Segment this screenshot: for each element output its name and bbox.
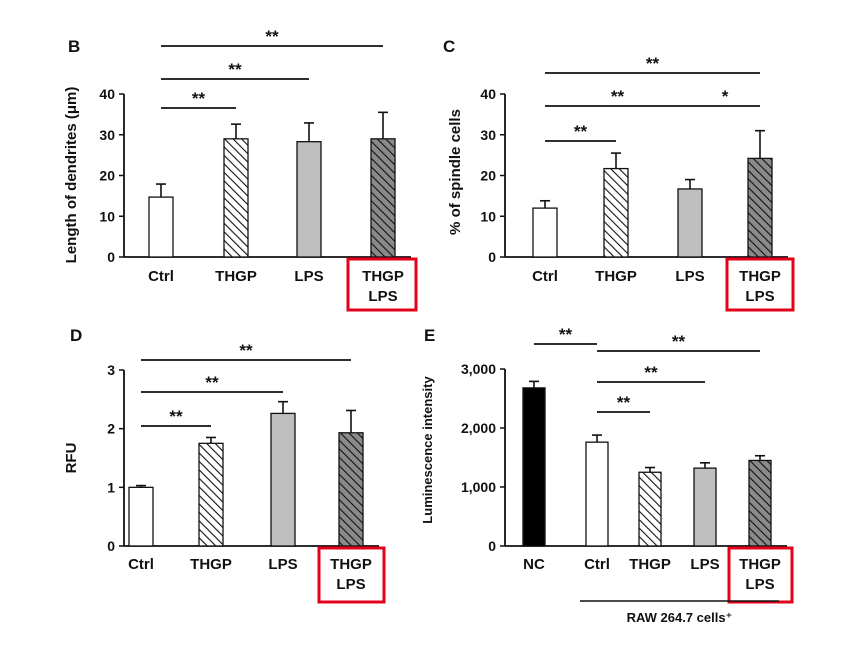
highlight-box [346, 257, 418, 312]
y-tick-label: 2,000 [461, 420, 496, 436]
panel-d-ylabel: RFU [63, 443, 80, 474]
category-label: THGP [739, 556, 781, 573]
y-tick-label: 0 [488, 249, 496, 265]
category-label: NC [523, 556, 545, 573]
category-label: LPS [690, 556, 719, 573]
panel-d: D RFU 0 1 2 3 Ctrl THGP LPS THGP LPS ** ** ** [63, 326, 386, 604]
panel-e-ylabel: Luminescence intensity [420, 376, 435, 524]
significance-label: ** [672, 332, 686, 351]
category-label: THGP [330, 556, 372, 573]
group-label: RAW 264.7 cells⁺ [627, 610, 733, 625]
panel-c-ylabel: % of spindle cells [447, 109, 464, 235]
highlight-box [317, 546, 386, 604]
significance-label: ** [228, 60, 242, 79]
panel-b-plot: 0 10 20 30 40 Ctrl THGP LPS THGP LPS ** ** ** [99, 27, 418, 312]
bar-thgp [223, 138, 249, 258]
y-tick-label: 1,000 [461, 479, 496, 495]
bar-lps [270, 412, 296, 547]
y-tick-label: 3,000 [461, 361, 496, 377]
panel-c: C % of spindle cells 0 10 20 30 40 Ctrl THGP LP… [443, 37, 795, 312]
bar-lps [296, 141, 322, 258]
bar-thgp [638, 471, 662, 547]
panel-b-ylabel: Length of dendrites (μm) [63, 87, 80, 264]
significance-label: * [722, 87, 729, 106]
category-label: Ctrl [532, 268, 558, 285]
y-tick-label: 30 [480, 127, 496, 143]
y-tick-label: 20 [480, 168, 496, 184]
bar-ctrl [585, 441, 609, 547]
panel-d-plot: 0 1 2 3 Ctrl THGP LPS THGP LPS ** ** ** [107, 341, 386, 604]
y-tick-label: 1 [107, 479, 115, 495]
bar-thgp-lps [748, 459, 772, 547]
bar-thgp-lps [370, 138, 396, 258]
significance-label: ** [611, 87, 625, 106]
bar-thgp-lps [747, 157, 773, 258]
highlight-box [727, 546, 794, 604]
category-label: THGP [215, 268, 257, 285]
category-label: THGP [739, 268, 781, 285]
category-label: LPS [368, 288, 397, 305]
category-label: Ctrl [128, 556, 154, 573]
significance-label: ** [192, 89, 206, 108]
category-label: LPS [336, 576, 365, 593]
bar-thgp-lps [338, 432, 364, 547]
y-tick-label: 0 [107, 538, 115, 554]
y-tick-label: 2 [107, 421, 115, 437]
category-label: THGP [595, 268, 637, 285]
panel-e: E Luminescence intensity 0 1,000 2,000 3,00… [420, 325, 794, 625]
category-label: Ctrl [584, 556, 610, 573]
bar-lps [677, 188, 703, 258]
category-label: LPS [675, 268, 704, 285]
significance-label: ** [169, 407, 183, 426]
significance-label: ** [265, 27, 279, 46]
significance-label: ** [239, 341, 253, 360]
y-tick-label: 20 [99, 168, 115, 184]
y-tick-label: 40 [99, 86, 115, 102]
bar-thgp [603, 167, 629, 258]
y-tick-label: 10 [480, 208, 496, 224]
bar-ctrl [148, 196, 174, 258]
panel-e-letter: E [424, 326, 435, 345]
significance-label: ** [646, 54, 660, 73]
panel-c-letter: C [443, 37, 455, 56]
category-label: THGP [362, 268, 404, 285]
category-label: LPS [268, 556, 297, 573]
panel-b: B Length of dendrites (μm) 0 10 20 30 40 Ctrl… [63, 27, 418, 312]
panel-b-letter: B [68, 37, 80, 56]
highlight-box [725, 257, 795, 312]
bar-ctrl [128, 486, 154, 547]
significance-label: ** [559, 325, 573, 344]
significance-label: ** [644, 363, 658, 382]
y-tick-label: 30 [99, 127, 115, 143]
y-tick-label: 0 [107, 249, 115, 265]
category-label: Ctrl [148, 268, 174, 285]
category-label: LPS [745, 576, 774, 593]
bar-nc [522, 387, 546, 547]
panel-e-plot: 0 1,000 2,000 3,000 NC Ctrl THGP LPS THGP LPS ** **… [461, 325, 794, 625]
significance-label: ** [205, 373, 219, 392]
y-tick-label: 10 [99, 208, 115, 224]
y-tick-label: 0 [488, 538, 496, 554]
bar-lps [693, 467, 717, 547]
category-label: THGP [190, 556, 232, 573]
category-label: LPS [745, 288, 774, 305]
significance-label: ** [574, 122, 588, 141]
bar-ctrl [532, 207, 558, 258]
category-label: LPS [294, 268, 323, 285]
y-tick-label: 3 [107, 362, 115, 378]
significance-label: ** [617, 393, 631, 412]
bar-thgp [198, 442, 224, 547]
category-label: THGP [629, 556, 671, 573]
y-tick-label: 40 [480, 86, 496, 102]
panel-d-letter: D [70, 326, 82, 345]
